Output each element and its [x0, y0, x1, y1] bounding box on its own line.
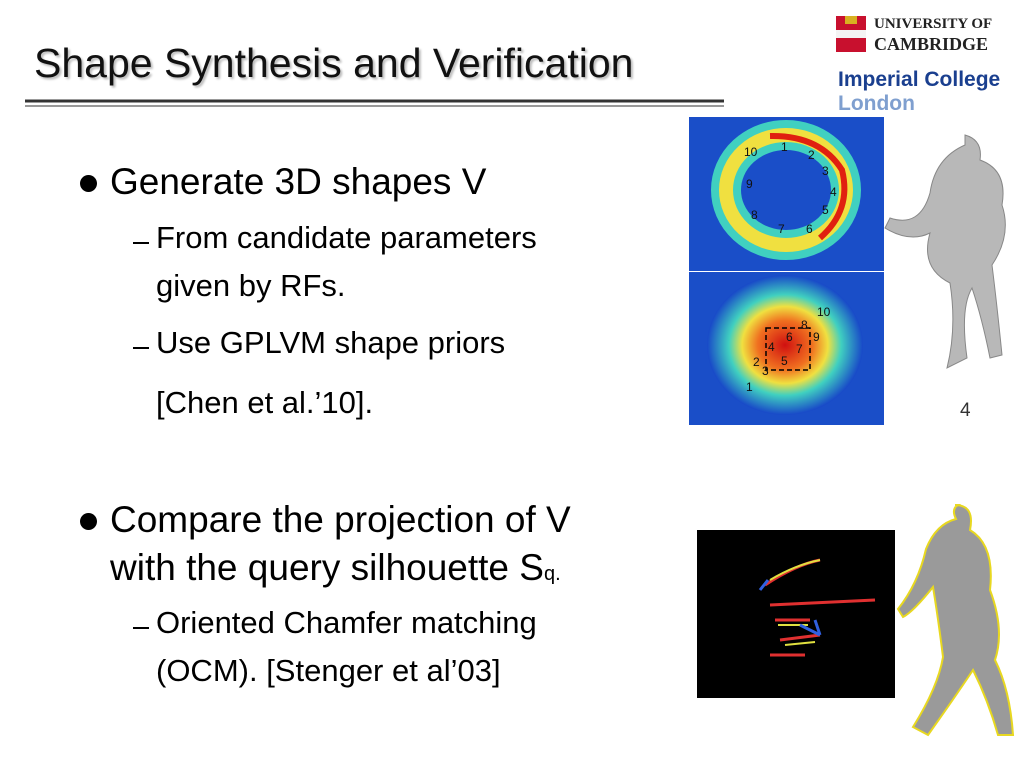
ring-label: 7	[778, 222, 785, 236]
ring-label: 6	[806, 222, 813, 236]
imperial-logo: Imperial College	[838, 68, 1001, 91]
blob-label: 8	[801, 318, 808, 332]
logos: UNIVERSITY OF CAMBRIDGE Imperial College…	[838, 14, 1008, 115]
blob-label: 4	[768, 340, 775, 354]
blob-label: 1	[746, 380, 753, 394]
bullet-text: Generate 3D shapes V	[110, 161, 487, 202]
ring-label: 4	[830, 185, 837, 199]
sub-bullet-text: (OCM). [Stenger et al’03]	[156, 653, 501, 688]
bullet-dot	[80, 513, 97, 530]
blob-label: 2	[753, 355, 760, 369]
box	[765, 327, 811, 371]
ring-label: 8	[751, 208, 758, 222]
bullet-text: Compare the projection of V	[110, 499, 571, 540]
blob-label: 3	[762, 364, 769, 378]
ring-heatmap	[769, 132, 848, 241]
walking-silhouette	[896, 504, 1015, 737]
subscript: q.	[543, 563, 561, 585]
sub-dash	[133, 627, 149, 629]
blob-label: 5	[781, 354, 788, 368]
sub-bullet-text: given by RFs.	[156, 268, 346, 303]
imperial-logo: London	[838, 92, 915, 115]
blob-label: 10	[817, 305, 831, 319]
cambridge-logo: CAMBRIDGE	[874, 34, 989, 54]
blob-heatmap	[707, 275, 863, 415]
sub-bullet-text: From candidate parameters	[156, 220, 537, 255]
bullet-text: with the query silhouette Sq.	[110, 547, 561, 588]
chamfer-panel	[697, 530, 895, 698]
sub-dash	[133, 347, 149, 349]
cambridge-logo: UNIVERSITY OF	[874, 16, 993, 32]
figure-label: 4	[960, 400, 971, 421]
ring-label: 5	[822, 203, 829, 217]
bullet-dot	[80, 175, 97, 192]
slide-title: Shape Synthesis and Verification	[34, 40, 634, 86]
crest	[845, 16, 857, 24]
blob-label: 7	[796, 342, 803, 356]
sub-bullet-text: Oriented Chamfer matching	[156, 605, 537, 640]
sub-bullet-text: [Chen et al.’10].	[156, 385, 374, 420]
chamfer-edges	[758, 579, 822, 637]
sub-dash	[133, 242, 149, 244]
ring-label: 3	[822, 164, 829, 178]
ring-label: 2	[808, 148, 815, 162]
blob-label: 9	[813, 330, 820, 344]
ring-label: 1	[781, 140, 788, 154]
ring-label: 10	[744, 145, 758, 159]
crest	[836, 30, 866, 38]
human-model	[884, 134, 1006, 369]
blob-label: 6	[786, 330, 793, 344]
sub-bullet-text: Use GPLVM shape priors	[156, 325, 506, 360]
ring-label: 9	[746, 177, 753, 191]
